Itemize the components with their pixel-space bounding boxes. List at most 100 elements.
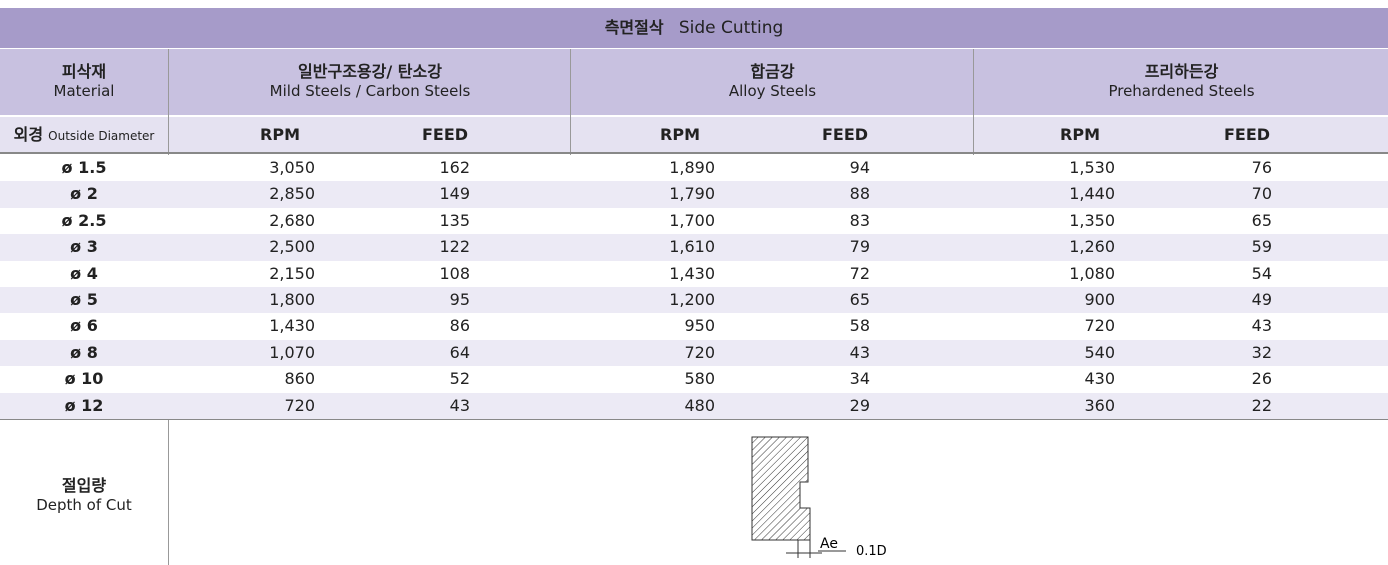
rpm-cell: 1,080 (1069, 263, 1115, 283)
feed-cell: 135 (439, 210, 470, 230)
table-row: ø 8 1,070 64 720 43 540 32 (0, 339, 1388, 367)
rpm-cell: 480 (684, 395, 715, 415)
table-row: ø 6 1,430 86 950 58 720 43 (0, 313, 1388, 340)
feed-cell: 94 (849, 158, 870, 177)
feed-cell: 79 (849, 237, 870, 257)
diameter-cell: ø 1.5 (61, 158, 107, 177)
rpm-cell: 1,260 (1069, 237, 1115, 257)
depth-ko: 절입량 (61, 476, 107, 495)
title-ko: 측면절삭 (604, 18, 664, 37)
title-en: Side Cutting (678, 18, 784, 38)
feed-cell: 149 (439, 184, 470, 204)
feed-cell: 76 (1251, 158, 1272, 177)
diameter-cell: ø 6 (70, 316, 98, 336)
table-row: ø 10 860 52 580 34 430 26 (0, 366, 1388, 393)
depth-en: Depth of Cut (36, 496, 132, 514)
diameter-cell: ø 4 (70, 263, 98, 283)
rpm-cell: 720 (284, 395, 315, 415)
table-row: ø 12 720 43 480 29 360 22 (0, 392, 1388, 419)
rpm-cell: 720 (684, 342, 715, 362)
diameter-header: 외경 Outside Diameter (0, 117, 168, 154)
diameter-cell: ø 12 (64, 395, 104, 415)
feed-cell: 108 (439, 263, 470, 283)
table-row: ø 2 2,850 149 1,790 88 1,440 70 (0, 181, 1388, 208)
material-en: Material (53, 82, 115, 100)
feed-cell: 32 (1251, 342, 1272, 362)
ae-label: Ae (820, 536, 838, 552)
group-header: 일반구조용강/ 탄소강 Mild Steels / Carbon Steels (170, 58, 570, 100)
group-header: 합금강 Alloy Steels (572, 58, 973, 100)
feed-cell: 49 (1251, 290, 1272, 309)
rpm-cell: 3,050 (269, 158, 315, 177)
title-bar: 측면절삭 Side Cutting (0, 8, 1388, 48)
feed-cell: 64 (449, 342, 470, 362)
feed-cell: 72 (849, 263, 870, 283)
rpm-cell: 1,790 (669, 184, 715, 204)
rpm-cell: 1,530 (1069, 158, 1115, 177)
table-row: ø 5 1,800 95 1,200 65 900 49 (0, 287, 1388, 314)
column-header: RPM (660, 125, 700, 144)
group-en: Alloy Steels (728, 82, 817, 100)
material-header: 피삭재 Material (0, 58, 168, 100)
feed-cell: 43 (449, 395, 470, 415)
rpm-cell: 2,150 (269, 263, 315, 283)
depth-label: 절입량 Depth of Cut (0, 472, 168, 514)
column-header: RPM (1060, 125, 1100, 144)
divider (0, 418, 1388, 420)
rpm-cell: 1,890 (669, 158, 715, 177)
group-header: 프리하든강 Prehardened Steels (975, 58, 1388, 100)
rpm-cell: 1,430 (669, 263, 715, 283)
rpm-cell: 1,610 (669, 237, 715, 257)
column-header: FEED (821, 125, 869, 144)
rpm-cell: 2,500 (269, 237, 315, 257)
group-ko: 합금강 (750, 62, 795, 81)
column-header: FEED (1223, 125, 1271, 144)
rpm-cell: 1,070 (269, 342, 315, 362)
group-en: Prehardened Steels (1108, 82, 1255, 100)
diameter-cell: ø 3 (70, 237, 98, 257)
rpm-cell: 720 (1084, 316, 1115, 336)
diameter-ko: 외경 (13, 125, 44, 144)
feed-cell: 22 (1251, 395, 1272, 415)
column-header: RPM (260, 125, 300, 144)
feed-cell: 88 (849, 184, 870, 204)
feed-cell: 65 (849, 290, 870, 309)
material-ko: 피삭재 (61, 62, 107, 81)
rpm-cell: 1,700 (669, 210, 715, 230)
feed-cell: 122 (439, 237, 470, 257)
rpm-cell: 360 (1084, 395, 1115, 415)
table-row: ø 2.5 2,680 135 1,700 83 1,350 65 (0, 207, 1388, 235)
divider (168, 420, 169, 565)
feed-cell: 54 (1251, 263, 1272, 283)
divider (0, 152, 1388, 154)
diameter-cell: ø 2.5 (61, 210, 107, 230)
rpm-cell: 950 (684, 316, 715, 336)
group-ko: 프리하든강 (1144, 62, 1219, 81)
diameter-cell: ø 10 (64, 369, 104, 389)
rpm-cell: 580 (684, 369, 715, 389)
rpm-cell: 1,350 (1069, 210, 1115, 230)
rpm-cell: 2,850 (269, 184, 315, 204)
rpm-cell: 1,430 (269, 316, 315, 336)
feed-cell: 86 (449, 316, 470, 336)
rpm-cell: 1,800 (269, 290, 315, 309)
feed-cell: 70 (1251, 184, 1272, 204)
rpm-cell: 1,200 (669, 290, 715, 309)
rpm-cell: 1,440 (1069, 184, 1115, 204)
feed-cell: 29 (849, 395, 870, 415)
workpiece (751, 436, 811, 541)
rpm-cell: 900 (1084, 290, 1115, 309)
feed-cell: 43 (849, 342, 870, 362)
feed-cell: 34 (849, 369, 870, 389)
group-ko: 일반구조용강/ 탄소강 (298, 62, 442, 81)
table-row: ø 3 2,500 122 1,610 79 1,260 59 (0, 234, 1388, 261)
feed-cell: 58 (849, 316, 870, 336)
column-header: FEED (421, 125, 469, 144)
diameter-cell: ø 8 (70, 342, 98, 362)
amount-label: 0.1D (856, 544, 887, 559)
rpm-cell: 2,680 (269, 210, 315, 230)
table-row: ø 4 2,150 108 1,430 72 1,080 54 (0, 260, 1388, 287)
subheader-row (0, 117, 1388, 152)
